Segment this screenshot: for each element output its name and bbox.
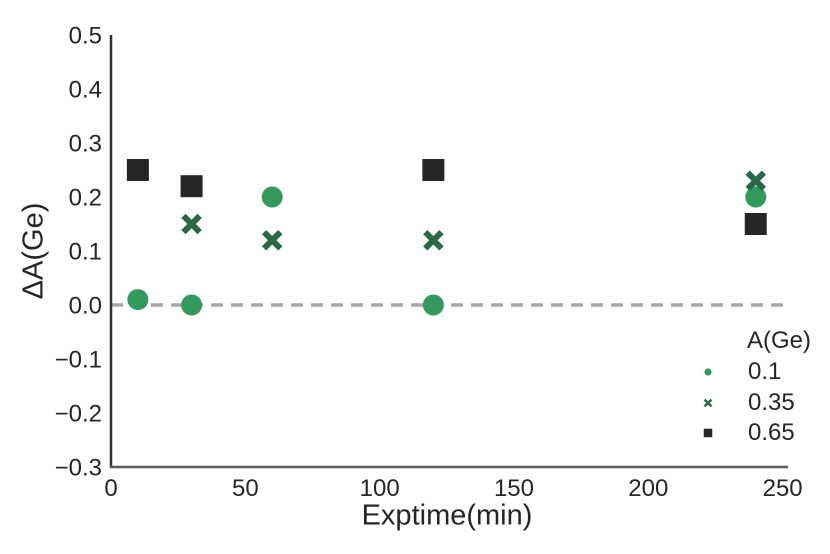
- legend-title: A(Ge): [747, 327, 812, 354]
- data-point-square: [126, 159, 149, 181]
- data-point-circle: [261, 186, 283, 208]
- x-tick-label: 50: [232, 475, 259, 502]
- data-point-circle: [181, 294, 203, 316]
- x-axis-label: Exptime(min): [361, 499, 533, 532]
- y-tick-label: 0.3: [69, 131, 102, 158]
- x-tick-label: 150: [494, 475, 534, 502]
- data-point-square: [180, 175, 203, 198]
- data-point-x: [423, 229, 444, 251]
- data-point-x: [181, 213, 202, 235]
- legend-label: 0.65: [748, 419, 795, 447]
- legend-label: 0.35: [748, 388, 795, 416]
- legend-label: 0.1: [748, 358, 782, 386]
- x-tick-label: 250: [763, 475, 803, 502]
- data-point-x: [261, 229, 283, 251]
- y-tick-label: 0.1: [69, 239, 102, 266]
- x-tick-label: 100: [360, 475, 400, 502]
- x-tick-label: 200: [628, 475, 668, 502]
- legend-item: 0.1: [693, 357, 811, 388]
- legend: A(Ge) 0.1 0.35 0.65: [693, 325, 811, 449]
- x-marker-icon: [703, 398, 713, 408]
- data-point-square: [744, 213, 767, 235]
- y-tick-label: −0.1: [55, 347, 102, 374]
- legend-item: 0.35: [693, 388, 811, 419]
- data-point-circle: [422, 294, 444, 316]
- y-axis-label: ΔA(Ge): [17, 202, 50, 300]
- x-tick-label: 0: [104, 475, 117, 502]
- data-point-circle: [745, 186, 767, 208]
- y-tick-label: 0.4: [69, 77, 102, 104]
- y-tick-label: −0.2: [55, 401, 102, 428]
- data-point-circle: [127, 289, 149, 311]
- y-tick-label: 0.5: [69, 23, 102, 50]
- data-point-square: [422, 159, 445, 181]
- y-tick-label: −0.3: [55, 455, 102, 482]
- data-point-x: [745, 170, 767, 192]
- legend-item: 0.65: [693, 418, 811, 449]
- circle-marker-icon: [704, 368, 712, 376]
- y-tick-label: 0.2: [69, 185, 102, 212]
- y-tick-label: 0.0: [69, 293, 102, 320]
- square-marker-icon: [703, 429, 713, 438]
